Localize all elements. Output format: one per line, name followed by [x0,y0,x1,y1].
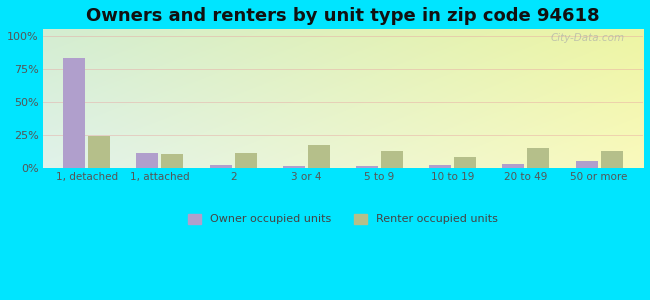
Bar [429,165,451,168]
Bar [161,154,183,168]
Text: City-Data.com: City-Data.com [551,33,625,43]
Bar [88,136,110,168]
Bar [601,151,623,168]
Bar [235,153,257,168]
Legend: Owner occupied units, Renter occupied units: Owner occupied units, Renter occupied un… [188,214,498,224]
Bar [283,166,305,168]
Bar [307,145,330,168]
Bar [210,165,231,168]
Bar [527,148,549,168]
Bar [381,151,403,168]
Bar [502,164,525,168]
Bar [356,166,378,168]
Title: Owners and renters by unit type in zip code 94618: Owners and renters by unit type in zip c… [86,7,600,25]
Bar [454,157,476,168]
Bar [63,58,85,168]
Bar [136,153,159,168]
Bar [576,161,597,168]
